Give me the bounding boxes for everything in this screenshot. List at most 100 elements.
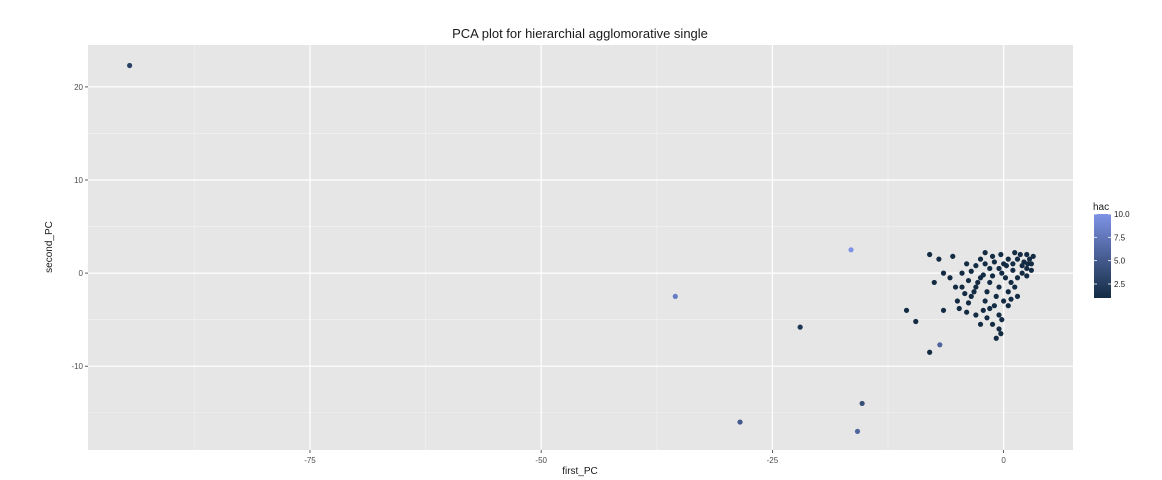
data-point [1005,289,1011,295]
minor-grid [88,45,1073,450]
data-point [1014,275,1021,281]
data-point [737,419,743,425]
legend-tick-label: 7.5 [1114,233,1126,242]
x-axis-label: first_PC [562,466,598,477]
data-point [968,293,974,299]
data-point [973,263,979,269]
data-point [984,289,990,295]
plot-panel [88,45,1073,450]
data-points [127,62,1036,434]
data-point [797,324,803,330]
data-point [848,247,854,253]
data-point [1008,296,1014,302]
data-point [980,272,986,278]
data-point [1014,293,1021,299]
legend-tick-label: 10.0 [1114,210,1130,219]
data-point [959,284,965,290]
data-point [984,315,990,321]
data-point [973,284,979,290]
data-point [1010,267,1016,273]
data-point [989,321,996,327]
data-point [947,275,953,281]
data-point [1024,265,1030,272]
data-point [1026,256,1033,262]
data-point [982,298,988,304]
data-point [993,335,999,341]
data-point [998,251,1004,258]
data-point [987,305,993,312]
major-grid [88,45,1073,450]
data-point [980,307,986,313]
data-point [998,331,1004,337]
data-point [931,279,937,286]
data-point [1024,273,1030,279]
data-point [999,317,1005,323]
data-point [913,318,919,325]
data-point [1008,279,1014,286]
data-point [989,253,996,259]
legend-colorbar [1094,214,1111,298]
legend-ticks: 2.5 5.0 7.5 10.0 [1094,210,1130,289]
data-point [1005,303,1011,309]
y-tick-label: 20 [74,83,83,92]
data-point [968,268,974,274]
data-point [1019,270,1025,276]
legend: hac 2.5 5.0 7.5 10.0 [1093,202,1130,298]
data-point [940,307,947,313]
data-point [996,265,1002,272]
legend-tick-label: 5.0 [1114,257,1126,266]
data-point [1012,284,1018,290]
data-point [964,261,970,267]
legend-title: hac [1093,202,1109,213]
y-tick-label: -10 [71,362,83,371]
data-point [1005,256,1011,262]
data-point [672,293,678,299]
data-point [1001,298,1007,304]
data-point [964,309,970,315]
y-tick-label: 0 [79,269,84,278]
y-axis-label: second_PC [44,221,55,273]
chart-title: PCA plot for hierarchial agglomorative s… [452,26,708,41]
x-axis-ticks: -75 -50 -25 0 [304,450,1006,465]
data-point [987,265,993,272]
data-point [1014,256,1021,262]
data-point [982,261,988,267]
data-point [1019,263,1025,269]
data-point [1028,267,1034,273]
data-point [1002,275,1009,281]
data-point [991,259,997,265]
data-point [927,349,933,355]
data-point [996,326,1002,332]
data-point [127,62,133,69]
data-point [977,321,984,327]
data-point [954,298,960,304]
x-tick-label: 0 [1001,456,1006,465]
data-point [956,305,962,312]
data-point [1028,261,1034,267]
data-point [940,270,947,276]
data-point [936,256,942,262]
data-point [996,284,1002,290]
data-point [903,307,910,313]
data-point [991,303,997,309]
data-point [962,290,968,297]
data-point [965,300,972,306]
data-point [982,250,988,256]
data-point [854,428,861,434]
data-point [1017,251,1023,258]
data-point [1025,261,1031,267]
data-point [959,270,965,276]
x-tick-label: -50 [535,456,547,465]
y-tick-label: 10 [74,176,83,185]
data-point [859,400,865,407]
data-point [937,342,943,348]
data-point [977,256,984,262]
data-point [989,273,996,279]
data-point [993,293,999,299]
data-point [1024,251,1030,258]
data-point [1030,253,1036,259]
data-point [971,289,977,295]
data-point [1010,261,1016,267]
data-point [987,279,993,286]
